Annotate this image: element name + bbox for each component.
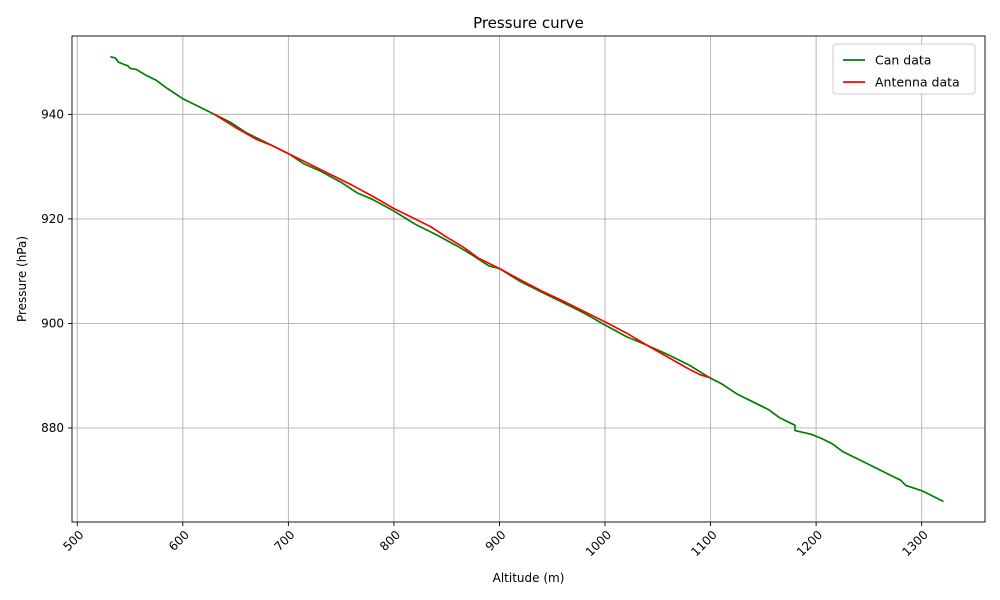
y-tick-label: 880 <box>41 421 64 435</box>
series-layer <box>110 56 944 502</box>
grid-layer <box>72 36 985 522</box>
plot-frame <box>71 35 986 523</box>
y-axis-title: Pressure (hPa) <box>15 236 29 322</box>
legend: Can data Antenna data <box>832 43 976 95</box>
y-tick-label: 900 <box>41 316 64 330</box>
legend-label-can-data: Can data <box>875 53 931 68</box>
series-line-antenna-data <box>213 113 712 379</box>
y-tick-label: 940 <box>41 107 64 121</box>
x-axis-title: Altitude (m) <box>493 571 565 585</box>
legend-label-antenna-data: Antenna data <box>875 75 960 90</box>
y-tick-label: 920 <box>41 212 64 226</box>
legend-box <box>832 43 976 95</box>
chart-title: Pressure curve <box>473 14 584 32</box>
